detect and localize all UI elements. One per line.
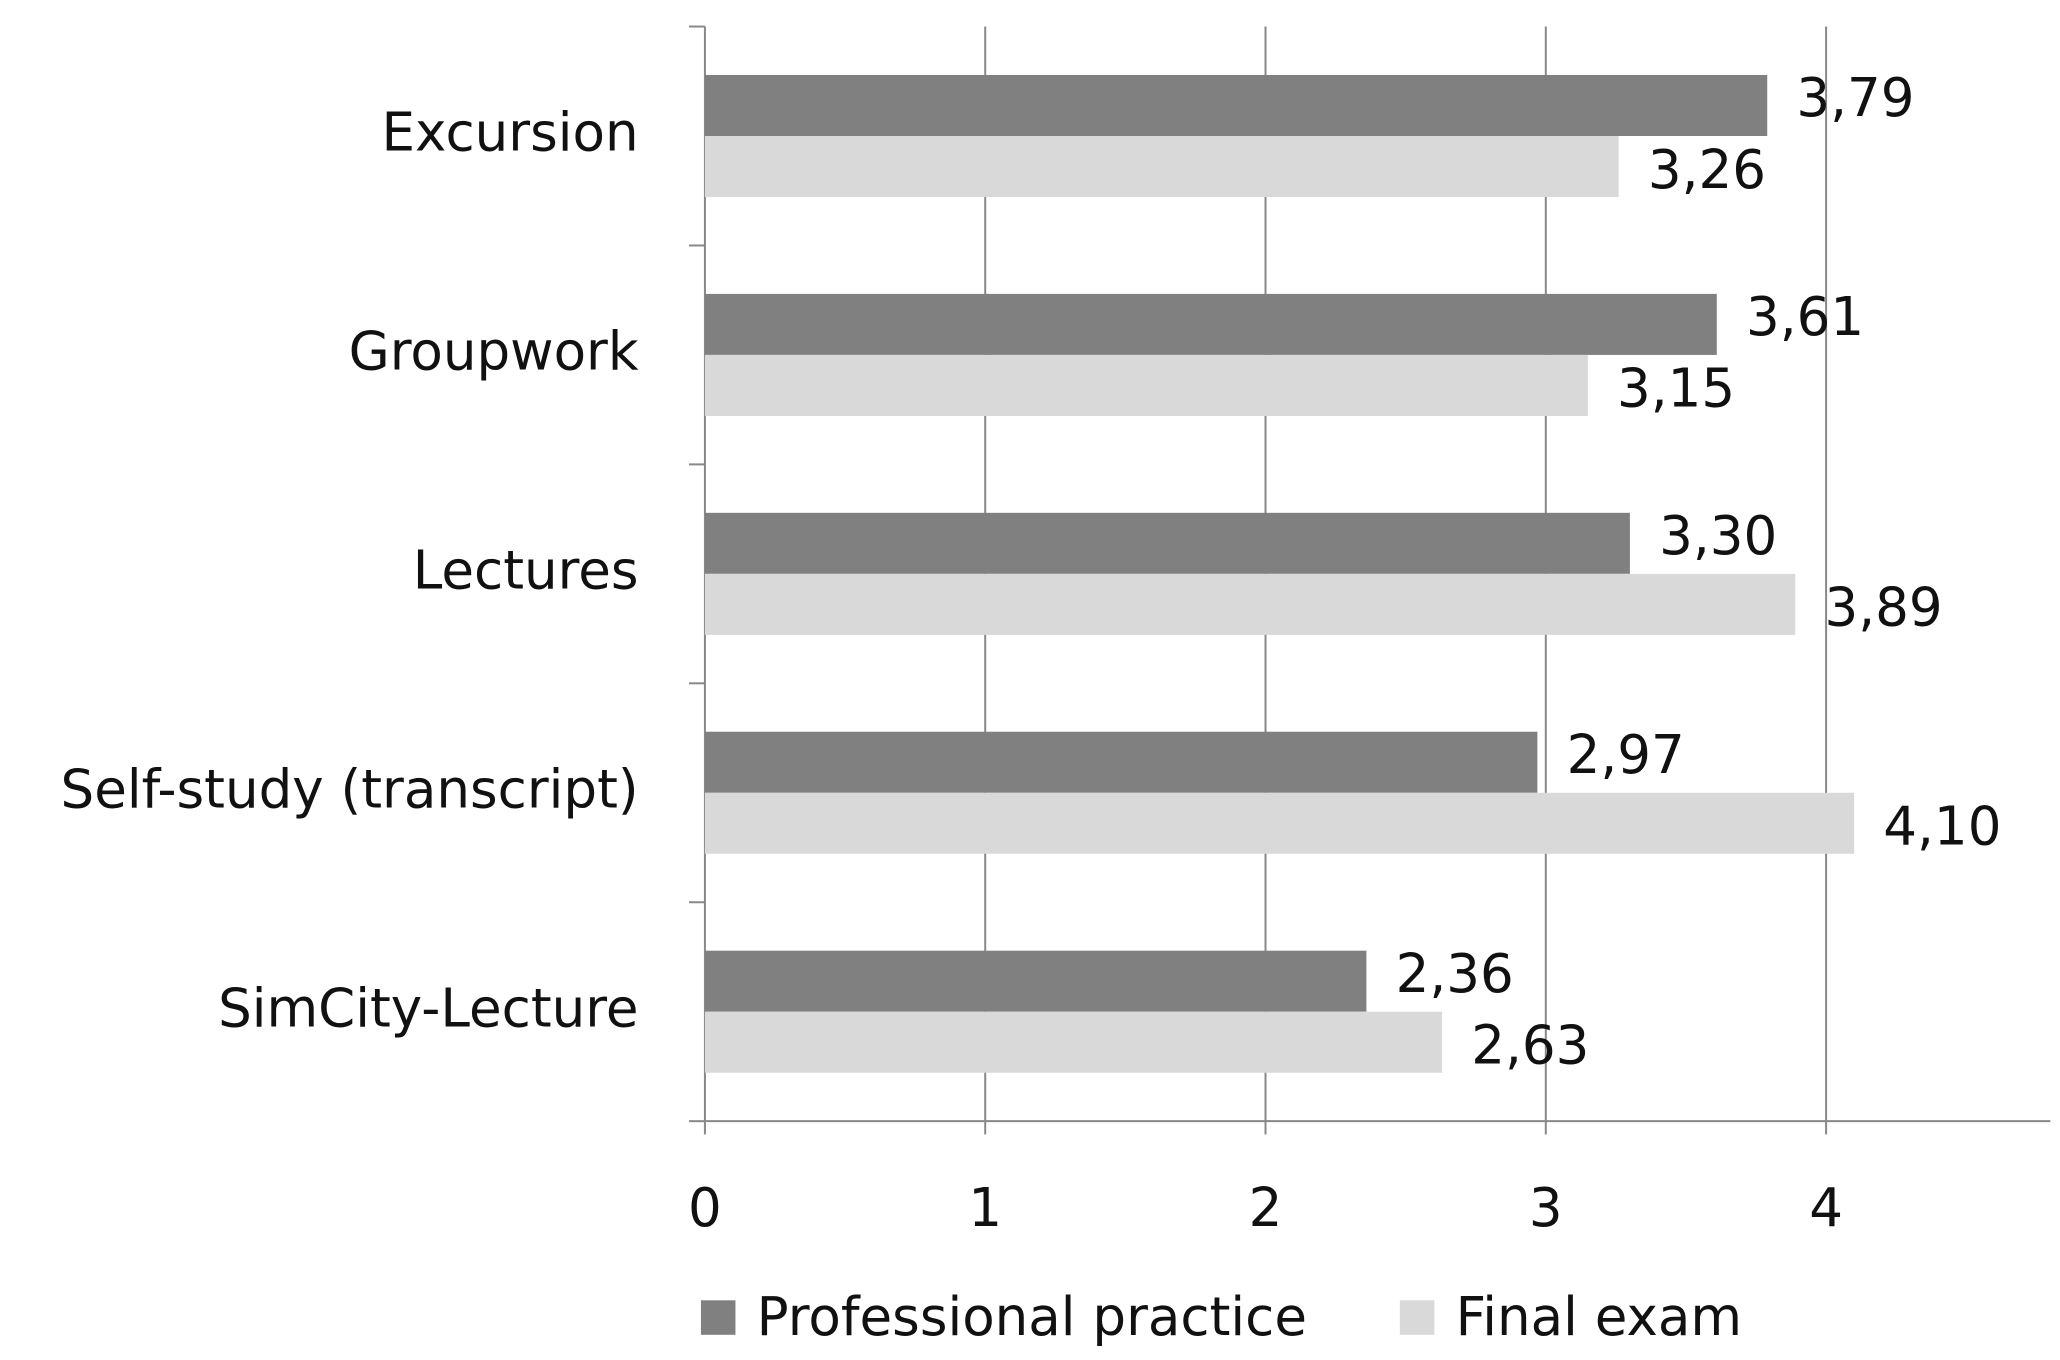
value-label: 3,15 xyxy=(1617,358,1735,420)
legend-label: Professional practice xyxy=(757,1286,1307,1348)
x-tick-label: 2 xyxy=(1249,1177,1283,1239)
bar xyxy=(704,792,1855,854)
value-label: 3,89 xyxy=(1824,577,1942,639)
x-tick-label: 0 xyxy=(688,1177,722,1239)
y-tick-label: Excursion xyxy=(381,102,638,164)
bar xyxy=(704,354,1588,416)
y-tick-label: Lectures xyxy=(413,539,639,601)
value-label: 3,26 xyxy=(1648,139,1766,201)
bar xyxy=(704,573,1796,635)
legend-label: Final exam xyxy=(1456,1286,1742,1348)
value-label: 3,79 xyxy=(1796,67,1914,129)
value-label: 3,30 xyxy=(1659,505,1777,567)
x-tick-label: 1 xyxy=(968,1177,1002,1239)
y-tick-label: Groupwork xyxy=(349,321,639,383)
bar xyxy=(704,731,1538,793)
bar xyxy=(704,512,1630,574)
legend-swatch xyxy=(1399,1300,1435,1335)
legend-swatch xyxy=(700,1300,736,1335)
bar xyxy=(704,74,1768,136)
value-label: 3,61 xyxy=(1746,286,1864,348)
value-label: 2,97 xyxy=(1567,724,1685,786)
y-tick-label: SimCity-Lecture xyxy=(218,977,639,1039)
bar xyxy=(704,293,1717,355)
x-tick-label: 4 xyxy=(1809,1177,1843,1239)
bar xyxy=(704,136,1619,198)
bar xyxy=(704,1011,1443,1073)
value-label: 2,36 xyxy=(1396,943,1514,1005)
value-label: 4,10 xyxy=(1883,796,2001,858)
y-tick-label: Self-study (transcript) xyxy=(61,758,639,820)
value-label: 2,63 xyxy=(1471,1014,1589,1076)
bar xyxy=(704,950,1367,1012)
x-tick-label: 3 xyxy=(1529,1177,1563,1239)
